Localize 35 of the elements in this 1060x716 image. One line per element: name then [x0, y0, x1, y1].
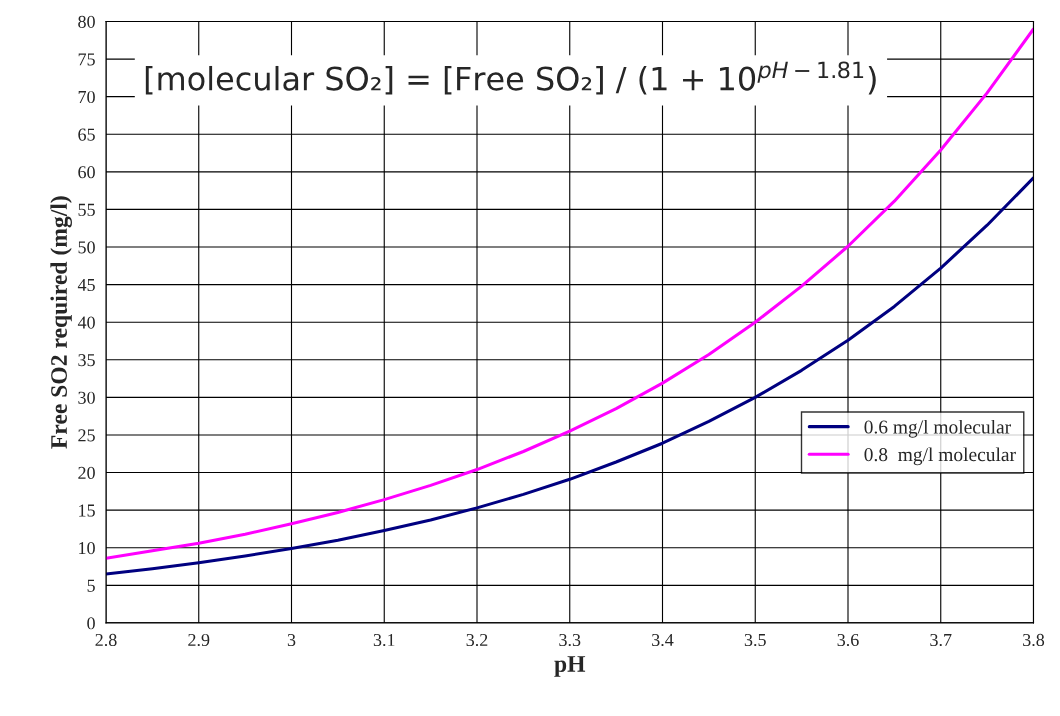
- y-tick-label: 80: [78, 15, 95, 28]
- x-tick-label: 3.6: [837, 633, 859, 647]
- y-tick-label: 40: [77, 316, 95, 329]
- x-tick-label: 2.8: [95, 633, 117, 647]
- y-tick-label: 35: [78, 354, 95, 367]
- x-tick-label: 3.5: [744, 633, 766, 647]
- y-tick-label: 25: [78, 429, 95, 442]
- line-series: [106, 27, 1034, 560]
- y-tick-label: 0: [87, 617, 95, 630]
- y-tick-label: 70: [78, 90, 95, 104]
- line-series: [106, 176, 1034, 576]
- y-tick-label: 30: [78, 391, 95, 404]
- y-tick-label: 60: [78, 166, 95, 179]
- legend-label: 0.8 mg/l molecular: [864, 447, 1016, 466]
- x-tick-label: 3.4: [652, 633, 674, 647]
- y-tick-label: 5: [87, 579, 95, 592]
- y-axis-title: Free SO2 required (mg/l): [50, 196, 72, 449]
- y-tick-label: 50: [78, 241, 95, 254]
- legend-label: 0.6 mg/l molecular: [864, 419, 1011, 438]
- annotation: [molecular SO₂] = [Free SO₂] / (1 + 10$^{pH−1.81}$): [145, 61, 876, 95]
- y-tick-label: 75: [78, 53, 95, 66]
- x-tick-label: 3.3: [559, 633, 581, 647]
- y-tick-label: 65: [78, 128, 95, 141]
- x-tick-label: 3.2: [466, 633, 488, 647]
- y-tick-label: 10: [79, 542, 95, 555]
- y-tick-label: 55: [78, 203, 95, 216]
- y-tick-label: 20: [78, 466, 95, 479]
- x-tick-label: 3.1: [373, 633, 395, 647]
- x-tick-label: 2.9: [188, 633, 210, 647]
- x-tick-label: 3.8: [1023, 633, 1045, 647]
- y-tick-label: 45: [77, 278, 95, 292]
- x-axis-title: pH: [554, 656, 586, 677]
- x-tick-label: 3: [287, 633, 296, 647]
- y-tick-label: 15: [79, 504, 95, 517]
- x-tick-label: 3.7: [930, 633, 952, 647]
